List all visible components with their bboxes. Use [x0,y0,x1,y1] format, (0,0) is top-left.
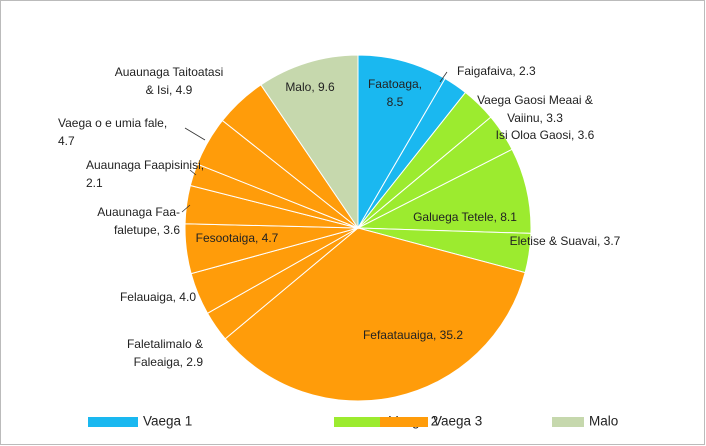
leader-line [184,127,206,141]
data-label: faletupe, 3.6 [114,223,180,237]
leader-line [189,169,197,176]
legend-swatch [334,417,384,427]
data-labels: Faatoaga, 8.5 Faigafaiva, 2.3 Vaega Gaosi M… [58,64,621,369]
data-label: Vaega Gaosi Meaai & [477,93,593,107]
data-label: Faigafaiva, 2.3 [457,64,536,78]
pie-slice [357,54,446,230]
data-label: 8.5 [387,95,404,109]
data-label: & Isi, 4.9 [146,83,193,97]
data-label: Isi Oloa Gaosi, 3.6 [496,128,595,142]
data-label: Faletalimalo & [127,337,203,351]
data-label: Malo, 9.6 [285,80,335,94]
data-label: Vaiinu, 3.3 [507,111,563,125]
data-label: Fesootaiga, 4.7 [196,231,279,245]
data-label: Faatoaga, [368,77,422,91]
data-label: Auaunaga Faapisinisi, [86,158,204,172]
data-label: Faleaiga, 2.9 [134,355,204,369]
legend-swatch [552,417,584,427]
pie-slice [260,54,359,230]
data-label: Fefaatauaiga, 35.2 [363,328,463,342]
data-label: Auaunaga Taitoatasi [115,65,224,79]
data-label: Felauaiga, 4.0 [120,290,196,304]
legend-swatch [380,417,428,427]
data-label: Vaega o e umia fale, [58,116,167,130]
leader-line [439,71,448,83]
data-label: Eletise & Suavai, 3.7 [510,234,621,248]
leader-line [181,204,191,213]
legend-label: Vaega 1 [143,414,192,429]
legend-label: Malo [589,414,618,429]
data-label: 2.1 [86,176,103,190]
data-label: 4.7 [58,134,75,148]
legend-swatch [88,417,138,427]
pie-slice [224,227,526,402]
legend-label: Vaega 3 [433,414,482,429]
data-label: Auaunaga Faa- [97,205,180,219]
data-label: Galuega Tetele, 8.1 [413,210,517,224]
pie [184,54,532,402]
